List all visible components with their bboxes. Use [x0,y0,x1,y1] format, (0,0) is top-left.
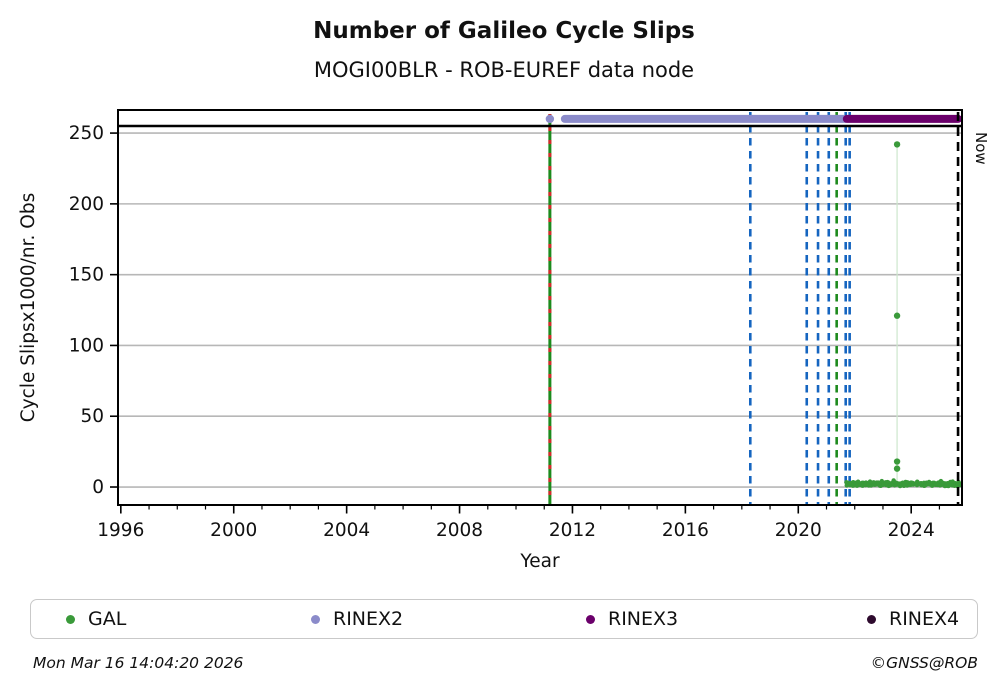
gal-marker-icon [66,614,75,624]
legend-item-rinex3: RINEX3 [586,600,678,638]
gal-outlier-point [893,465,901,472]
x-tick-label: 2000 [210,520,257,541]
legend-label: RINEX2 [333,608,404,630]
y-axis-label: Cycle Slipsx1000/nr. Obs [18,193,39,422]
timestamp: Mon Mar 16 14:04:20 2026 [33,654,244,672]
x-tick-label: 2008 [436,520,483,541]
gal-outlier-point [893,312,901,319]
rinex2-point [545,114,555,124]
credit: ©GNSS@ROB [870,654,978,672]
rinex2-marker-icon [311,614,320,624]
x-axis-label: Year [519,551,560,572]
chart-title: Number of Galileo Cycle Slips [313,18,695,44]
legend-item-rinex4: RINEX4 [867,600,959,638]
legend-item-rinex2: RINEX2 [311,600,403,638]
rinex3-marker-icon [586,614,595,624]
x-tick-label: 2020 [775,520,822,541]
rinex4-marker-icon [867,614,876,624]
x-tick-label: 1996 [97,520,144,541]
y-tick-label: 0 [92,477,104,498]
legend: GAL RINEX2 RINEX3 RINEX4 [30,599,978,639]
y-tick-label: 250 [69,123,104,144]
legend-item-gal: GAL [66,600,126,638]
chart-canvas: 0 50 100 150 200 250 1996 2000 2004 2008 2012 2016 2… [18,109,990,572]
x-tick-label: 2004 [323,520,370,541]
x-tick-label: 2024 [888,520,935,541]
x-tick-label: 2012 [549,520,596,541]
y-tick-label: 150 [69,265,104,286]
y-tick-label: 50 [80,406,104,427]
gal-outlier-point [893,141,901,148]
x-tick-label: 2016 [662,520,709,541]
y-tick-label: 100 [69,335,104,356]
legend-label: RINEX4 [889,608,960,630]
chart-subtitle: MOGI00BLR - ROB-EUREF data node [313,58,695,82]
gal-outlier-point [893,458,901,465]
legend-label: RINEX3 [608,608,679,630]
now-label: Now [972,132,990,165]
legend-label: GAL [88,608,127,630]
plot-border [117,109,963,506]
y-tick-label: 200 [69,194,104,215]
